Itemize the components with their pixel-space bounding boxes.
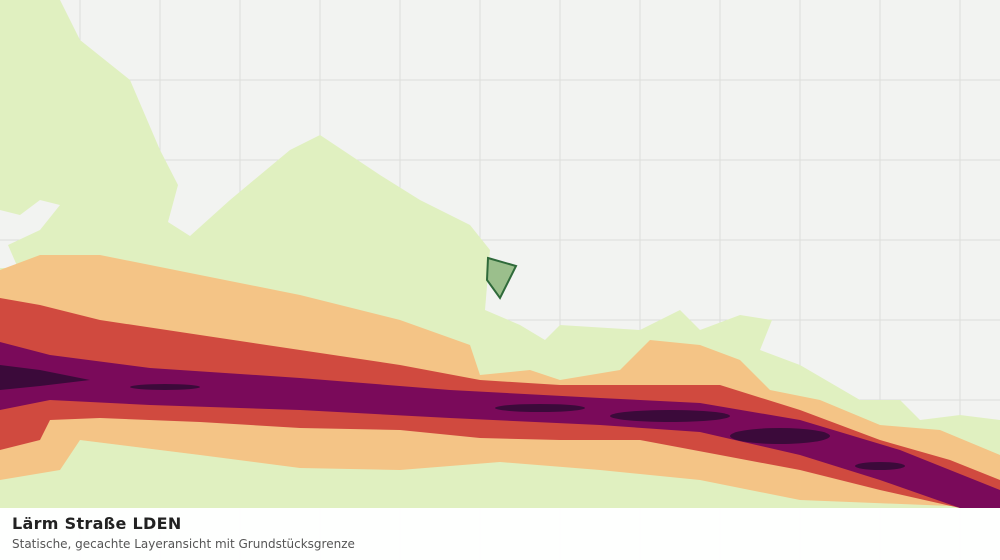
noise-core — [0, 365, 90, 390]
noise-core — [730, 428, 830, 444]
caption-panel: Lärm Straße LDEN Statische, gecachte Lay… — [0, 508, 1000, 560]
noise-zone-extreme — [0, 365, 905, 470]
noise-zone-very-high — [0, 342, 1000, 508]
map-title: Lärm Straße LDEN — [12, 514, 182, 533]
noise-core — [855, 462, 905, 470]
map-subtitle: Statische, gecachte Layeransicht mit Gru… — [12, 537, 355, 551]
noise-core — [130, 384, 200, 390]
noise-core — [610, 410, 730, 422]
noise-core — [495, 404, 585, 412]
parcel-boundary[interactable] — [485, 256, 518, 300]
